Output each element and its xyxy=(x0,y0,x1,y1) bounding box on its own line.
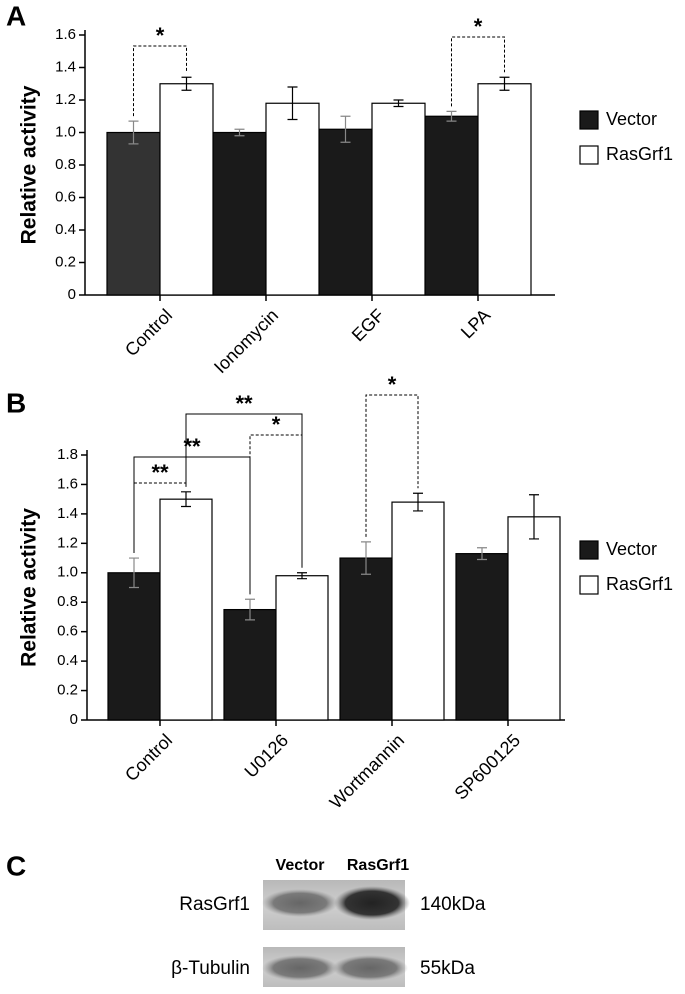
x-tick-label: Wortmannin xyxy=(326,730,409,813)
bar xyxy=(477,83,532,296)
legend-label: RasGrf1 xyxy=(606,574,673,594)
y-tick-label: 0.6 xyxy=(55,188,76,205)
y-tick-label: 0.8 xyxy=(55,156,76,173)
legend-swatch xyxy=(579,145,599,165)
error-bar xyxy=(477,547,487,561)
y-tick-label: 1.6 xyxy=(55,26,76,43)
blot-band xyxy=(262,955,338,981)
blot-column: Vector xyxy=(276,857,325,874)
y-axis-label: Relative activity xyxy=(18,508,41,667)
error-bar xyxy=(287,86,298,121)
legend-swatch xyxy=(579,110,599,130)
legend-label: Vector xyxy=(606,539,657,559)
y-tick-label: 0.2 xyxy=(57,682,78,699)
blot-size: 55kDa xyxy=(420,958,475,979)
x-tick-label: U0126 xyxy=(241,730,293,782)
error-bar xyxy=(181,491,191,508)
legend-swatch xyxy=(579,540,599,560)
bar xyxy=(339,557,393,721)
blot-band xyxy=(332,955,408,981)
bar xyxy=(223,608,277,721)
error-bar xyxy=(181,76,192,91)
blot-size: 140kDa xyxy=(420,894,486,915)
error-bar xyxy=(393,99,404,108)
bar xyxy=(107,572,161,721)
bar xyxy=(265,102,320,296)
legend-swatch xyxy=(579,575,599,595)
x-tick-label: Control xyxy=(121,305,176,360)
y-axis-label: Relative activity xyxy=(18,85,41,244)
y-tick-label: 1.4 xyxy=(55,58,76,75)
x-tick-label: Ionomycin xyxy=(210,305,282,377)
y-tick-label: 0.8 xyxy=(57,593,78,610)
panel-letter: C xyxy=(6,850,26,881)
significance-label: ** xyxy=(183,434,201,459)
significance-label: * xyxy=(388,372,397,397)
y-tick-label: 0 xyxy=(68,286,76,303)
blot-band xyxy=(262,889,338,917)
y-tick-label: 0 xyxy=(70,711,78,728)
y-tick-label: 1.0 xyxy=(55,123,76,140)
significance-label: * xyxy=(474,14,483,39)
panel-letter: A xyxy=(6,0,26,31)
significance-bracket xyxy=(365,394,419,537)
significance-label: * xyxy=(272,412,281,437)
significance-label: * xyxy=(156,23,165,48)
blot-band xyxy=(334,886,410,920)
legend-label: RasGrf1 xyxy=(606,144,673,164)
bar xyxy=(159,83,214,296)
significance-bracket xyxy=(451,36,505,107)
y-tick-label: 0.4 xyxy=(57,652,78,669)
error-bar xyxy=(245,598,255,621)
blot-column: RasGrf1 xyxy=(347,857,409,874)
bar xyxy=(318,128,373,296)
error-bar xyxy=(499,76,510,91)
bar xyxy=(507,516,561,721)
bar xyxy=(391,501,445,721)
y-tick-label: 1.2 xyxy=(57,534,78,551)
blot-row-label: RasGrf1 xyxy=(179,894,250,915)
bar xyxy=(371,102,426,296)
bar xyxy=(455,553,509,721)
error-bar xyxy=(129,557,139,589)
y-tick-label: 0.6 xyxy=(57,623,78,640)
blot-row-label: β-Tubulin xyxy=(171,958,250,979)
y-tick-label: 1.0 xyxy=(57,564,78,581)
bar xyxy=(275,575,329,721)
y-tick-label: 0.4 xyxy=(55,221,76,238)
error-bar xyxy=(340,115,351,143)
error-bar xyxy=(234,128,245,137)
error-bar xyxy=(361,541,371,575)
y-tick-label: 1.8 xyxy=(57,446,78,463)
y-tick-label: 1.4 xyxy=(57,505,78,522)
bar xyxy=(212,131,267,296)
panel-letter: B xyxy=(6,387,26,418)
significance-bracket xyxy=(133,45,187,117)
x-tick-label: Control xyxy=(121,730,176,785)
bar xyxy=(424,115,479,296)
error-bar xyxy=(297,572,307,580)
x-tick-label: EGF xyxy=(348,305,388,345)
y-tick-label: 0.2 xyxy=(55,253,76,270)
error-bar xyxy=(128,120,139,145)
significance-bracket xyxy=(133,456,251,595)
significance-label: ** xyxy=(235,391,253,416)
bar xyxy=(159,498,213,721)
error-bar xyxy=(446,110,457,122)
y-tick-label: 1.2 xyxy=(55,91,76,108)
legend-label: Vector xyxy=(606,109,657,129)
bar xyxy=(106,131,161,296)
significance-label: ** xyxy=(151,460,169,485)
y-tick-label: 1.6 xyxy=(57,475,78,492)
significance-bracket xyxy=(249,434,303,595)
x-tick-label: SP600125 xyxy=(451,730,525,804)
error-bar xyxy=(529,494,539,540)
x-tick-label: LPA xyxy=(457,305,494,342)
error-bar xyxy=(413,492,423,512)
